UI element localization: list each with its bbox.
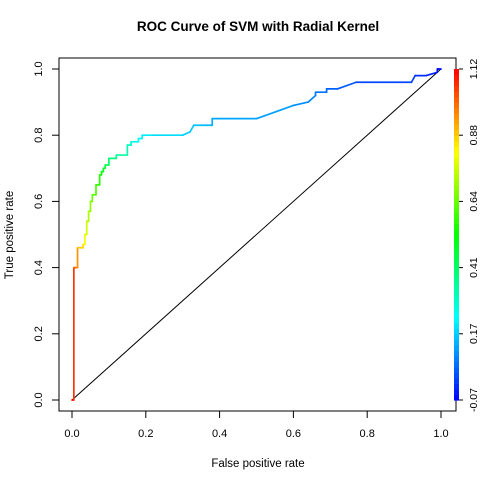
- colorbar-swatch: [454, 383, 459, 390]
- colorbar-swatch: [454, 355, 459, 362]
- colorbar-swatch: [454, 85, 459, 92]
- y-axis-label: True positive rate: [4, 191, 16, 279]
- x-tick-label: 0.0: [64, 428, 79, 440]
- colorbar-swatch: [454, 157, 459, 164]
- colorbar-swatch: [454, 322, 459, 329]
- colorbar-swatch: [454, 80, 459, 87]
- colorbar-swatch: [454, 306, 459, 313]
- colorbar-swatch: [454, 195, 459, 202]
- colorbar-swatch: [454, 201, 459, 208]
- x-tick-label: 0.4: [212, 428, 227, 440]
- colorbar-swatch: [454, 151, 459, 158]
- roc-curve-segment: [336, 81, 357, 90]
- colorbar-tick-label: 0.88: [468, 125, 480, 146]
- colorbar-swatch: [454, 366, 459, 374]
- roc-curve-segment: [292, 101, 310, 107]
- colorbar-swatch: [454, 311, 459, 318]
- colorbar-swatch: [454, 361, 459, 368]
- colorbar-swatch: [454, 256, 459, 263]
- x-tick-label: 0.8: [360, 428, 375, 440]
- colorbar-swatch: [454, 273, 459, 280]
- colorbar-swatch: [454, 74, 459, 81]
- colorbar-tick-label: 0.64: [468, 191, 480, 212]
- roc-curve-segment: [410, 74, 417, 84]
- chance-diagonal-line: [71, 68, 442, 401]
- x-axis: 0.0 0.2 0.4 0.6 0.8 1.0: [64, 410, 449, 440]
- y-tick-label: 0.0: [33, 392, 45, 407]
- colorbar-swatch: [454, 377, 459, 385]
- colorbar-swatch: [454, 350, 459, 357]
- colorbar-swatch: [454, 223, 459, 230]
- roc-curve-segment: [425, 71, 439, 77]
- colorbar-swatch: [454, 162, 459, 169]
- roc-curve-segment: [255, 104, 295, 120]
- y-tick-label: 0.6: [33, 194, 45, 209]
- colorbar-swatch: [454, 245, 459, 252]
- roc-curve-segment: [307, 94, 317, 103]
- colorbar-swatch: [454, 102, 459, 109]
- colorbar-swatch: [454, 212, 459, 219]
- y-tick-label: 0.4: [33, 260, 45, 275]
- y-tick-label: 0.2: [33, 326, 45, 341]
- colorbar-tick-label: 0.17: [468, 323, 480, 344]
- colorbar-tick-label: 1.12: [468, 59, 480, 80]
- colorbar-swatch: [454, 173, 459, 180]
- colorbar-swatch: [454, 184, 459, 191]
- chart-title: ROC Curve of SVM with Radial Kernel: [137, 19, 379, 34]
- colorbar-swatch: [454, 344, 459, 351]
- colorbar-swatch: [454, 394, 459, 401]
- colorbar-swatch: [454, 388, 459, 396]
- x-tick-label: 0.6: [286, 428, 301, 440]
- colorbar-swatch: [454, 240, 459, 247]
- x-tick-label: 0.2: [138, 428, 153, 440]
- colorbar-swatch: [454, 179, 459, 186]
- colorbar-swatch: [454, 328, 459, 335]
- colorbar-swatch: [454, 267, 459, 274]
- colorbar-swatch: [454, 206, 459, 214]
- colorbar-swatch: [454, 146, 459, 153]
- colorbar-swatch: [454, 317, 459, 324]
- colorbar-swatch: [454, 234, 459, 241]
- colorbar-swatch: [454, 135, 459, 142]
- colorbar-swatch: [454, 124, 459, 131]
- y-axis: 0.0 0.2 0.4 0.6 0.8 1.0: [33, 61, 60, 408]
- colorbar-swatch: [454, 140, 459, 147]
- colorbar-swatch: [454, 251, 459, 258]
- colorbar-swatch: [454, 118, 459, 125]
- roc-curve-segment: [181, 131, 191, 137]
- colorbar-swatch: [454, 262, 459, 269]
- colorbar-swatch: [454, 107, 459, 114]
- colorbar-swatch: [454, 91, 459, 98]
- y-tick-label: 1.0: [33, 61, 45, 76]
- x-tick-label: 1.0: [433, 428, 448, 440]
- colorbar-swatch: [454, 339, 459, 346]
- colorbar-tick-label: 0.41: [468, 257, 480, 278]
- colorbar-swatch: [454, 278, 459, 285]
- colorbar-swatch: [454, 69, 459, 76]
- colorbar-swatch: [454, 228, 459, 236]
- colorbar: -0.07 0.17 0.41 0.64 0.88 1.12: [454, 59, 480, 412]
- colorbar-swatch: [454, 168, 459, 175]
- colorbar-swatch: [454, 129, 459, 136]
- colorbar-tick-label: -0.07: [468, 388, 480, 412]
- colorbar-swatch: [454, 190, 459, 197]
- colorbar-swatch: [454, 295, 459, 302]
- y-tick-label: 0.8: [33, 128, 45, 143]
- colorbar-swatch: [454, 372, 459, 379]
- colorbar-swatch: [454, 289, 459, 296]
- colorbar-swatch: [454, 113, 459, 120]
- colorbar-swatch: [454, 333, 459, 340]
- colorbar-swatch: [454, 284, 459, 291]
- x-axis-label: False positive rate: [211, 458, 304, 470]
- roc-curve: [71, 68, 442, 401]
- roc-curve-segment: [189, 124, 195, 133]
- colorbar-swatch: [454, 96, 459, 103]
- colorbar-swatch: [454, 300, 459, 307]
- colorbar-swatch: [454, 217, 459, 225]
